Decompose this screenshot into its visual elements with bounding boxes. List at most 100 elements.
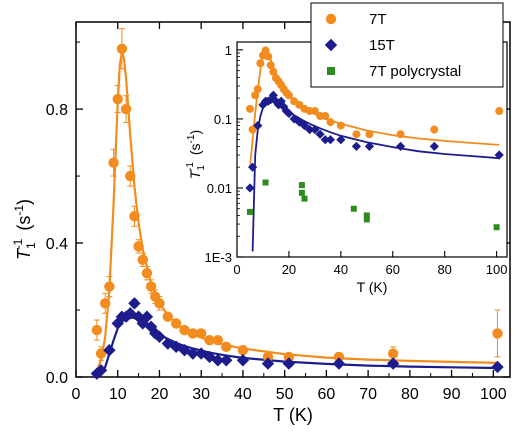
inset-y-label-superscript: -1 bbox=[185, 162, 196, 171]
data-point bbox=[154, 298, 165, 309]
data-point bbox=[269, 67, 278, 76]
data-point bbox=[365, 130, 374, 139]
data-point bbox=[351, 141, 362, 151]
inset-x-tick-label: 40 bbox=[334, 262, 348, 277]
main-x-tick-label: 20 bbox=[151, 386, 169, 403]
data-point bbox=[256, 59, 265, 68]
data-point bbox=[253, 121, 263, 131]
main-y-label-superscript: -1 bbox=[11, 238, 25, 249]
data-point bbox=[195, 328, 207, 339]
data-point bbox=[178, 344, 191, 357]
data-point bbox=[120, 103, 132, 115]
data-point bbox=[493, 224, 500, 231]
data-point bbox=[364, 141, 375, 151]
data-point bbox=[245, 183, 255, 193]
data-point bbox=[124, 307, 137, 320]
data-point bbox=[108, 157, 119, 168]
data-point bbox=[104, 281, 115, 292]
main-y-label-unit: (s bbox=[14, 216, 34, 231]
data-point bbox=[211, 354, 225, 367]
data-point bbox=[289, 114, 299, 124]
data-point bbox=[494, 150, 504, 160]
data-point bbox=[298, 189, 305, 196]
data-point bbox=[128, 297, 141, 310]
inset-data-points bbox=[245, 46, 504, 231]
data-point bbox=[204, 334, 215, 346]
data-point bbox=[137, 254, 148, 265]
data-point bbox=[145, 281, 157, 292]
inset-x-tick-label: 20 bbox=[282, 262, 296, 277]
inset-x-tick-label: 80 bbox=[437, 262, 451, 277]
data-point bbox=[310, 107, 319, 116]
inset-y-label-symbol: T bbox=[187, 169, 203, 179]
data-point bbox=[266, 61, 275, 70]
data-point bbox=[336, 121, 345, 130]
main-y-tick-label: 0.0 bbox=[46, 370, 68, 387]
data-point bbox=[492, 328, 503, 339]
main-y-axis-label: T1-1(s-1) bbox=[11, 199, 38, 260]
main-x-tick-label: 80 bbox=[401, 386, 419, 403]
data-point bbox=[95, 348, 107, 359]
main-y-label-unit-close: ) bbox=[14, 199, 34, 205]
data-point bbox=[298, 182, 305, 189]
data-point bbox=[350, 205, 357, 212]
inset-axis-ticks: 0 20 40 60 80 100 1E-3 0.01 0.1 1 bbox=[205, 43, 508, 277]
legend-label: 7T bbox=[369, 11, 387, 28]
data-point bbox=[221, 341, 232, 353]
main-data-points bbox=[90, 28, 504, 380]
main-x-tick-label: 0 bbox=[72, 386, 81, 403]
data-point bbox=[170, 318, 182, 329]
inset-y-label-subscript: 1 bbox=[196, 165, 207, 171]
main-series-7t bbox=[91, 28, 503, 363]
legend-item-15t: 15T bbox=[324, 37, 395, 54]
data-point bbox=[284, 91, 293, 100]
data-point bbox=[429, 141, 439, 151]
data-point bbox=[103, 344, 116, 357]
main-x-tick-label: 100 bbox=[480, 386, 507, 403]
data-point bbox=[112, 93, 123, 105]
legend-items: 7T 15T 7T polycrystal bbox=[324, 11, 461, 80]
inset-y-label-unit-superscript: -1 bbox=[186, 134, 197, 143]
data-point bbox=[332, 357, 346, 370]
data-point bbox=[315, 129, 325, 139]
inset-x-axis-label: T (K) bbox=[357, 279, 388, 295]
data-point bbox=[386, 357, 400, 370]
data-point bbox=[179, 324, 190, 336]
main-x-tick-label: 50 bbox=[276, 386, 294, 403]
data-point bbox=[261, 357, 275, 370]
data-point bbox=[326, 118, 335, 127]
data-point bbox=[262, 351, 274, 363]
data-point bbox=[336, 135, 346, 145]
inset-x-tick-label: 100 bbox=[486, 262, 508, 277]
inset-y-tick-label: 0.1 bbox=[214, 112, 232, 127]
data-point bbox=[284, 108, 294, 119]
data-point bbox=[430, 125, 439, 134]
data-point bbox=[264, 52, 273, 61]
main-y-label-subscript: 1 bbox=[24, 242, 38, 249]
data-point bbox=[247, 162, 258, 172]
data-point bbox=[333, 351, 345, 363]
inset-series-15t bbox=[245, 90, 504, 193]
inset-y-label-unit-close: ) bbox=[187, 130, 203, 135]
data-point bbox=[133, 241, 144, 252]
data-point bbox=[94, 364, 108, 377]
data-point bbox=[325, 135, 336, 145]
legend-item-7t-polycrystal: 7T polycrystal bbox=[327, 63, 461, 80]
data-point bbox=[212, 334, 224, 346]
data-point bbox=[268, 90, 278, 100]
data-point bbox=[276, 96, 286, 106]
inset-x-tick-label: 60 bbox=[386, 262, 400, 277]
legend-frame bbox=[310, 2, 504, 88]
data-point bbox=[261, 46, 270, 55]
main-x-tick-label: 30 bbox=[192, 386, 210, 403]
data-point bbox=[491, 360, 504, 374]
data-point bbox=[352, 130, 361, 139]
data-point bbox=[220, 354, 233, 367]
data-point bbox=[283, 351, 295, 363]
data-point bbox=[310, 125, 320, 135]
data-point bbox=[320, 135, 330, 145]
legend-label: 15T bbox=[369, 37, 395, 54]
